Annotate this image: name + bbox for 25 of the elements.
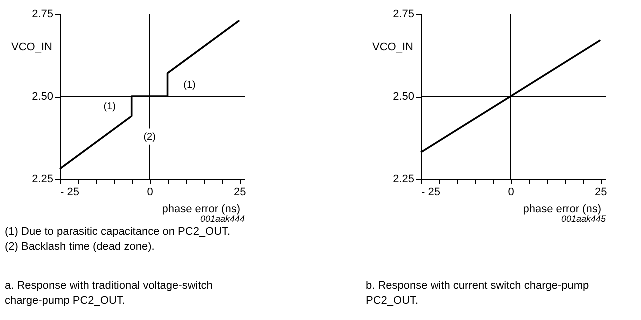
text: (1) Due to parasitic capacitance on PC2_OUT.	[5, 226, 231, 238]
x-tick-label: - 25	[422, 186, 440, 198]
y-tick-label: 2.25	[393, 174, 414, 186]
y-tick-label: 2.75	[32, 8, 54, 20]
y-tick-label: 2.75	[393, 8, 414, 20]
text: 001aak445	[561, 214, 607, 224]
annotation: (1)	[104, 101, 116, 112]
x-tick-label: 25	[234, 186, 246, 198]
annotation: (1)	[184, 80, 196, 91]
x-tick-label: 0	[147, 186, 154, 198]
y-tick-label: 2.50	[32, 91, 54, 103]
text: b. Response with current switch charge-pump PC2_OUT.	[366, 280, 590, 307]
y-tick-label: 2.25	[32, 174, 54, 186]
x-tick-label: 0	[508, 186, 514, 198]
y-tick-label: 2.50	[393, 91, 414, 103]
annotation: (2)	[144, 132, 156, 143]
x-tick-label: 25	[594, 186, 608, 198]
y-axis-title: VCO_IN	[372, 42, 414, 54]
text: (2) Backlash time (dead zone).	[5, 241, 155, 253]
y-axis-title: VCO_IN	[12, 42, 53, 54]
text: a. Response with traditional voltage-switch charge-pump PC2_OUT.	[5, 280, 213, 307]
x-axis-title: phase error (ns)	[162, 204, 240, 216]
text: 001aak444	[200, 214, 245, 224]
x-axis-title: phase error (ns)	[523, 204, 602, 216]
x-tick-label: - 25	[60, 186, 80, 198]
